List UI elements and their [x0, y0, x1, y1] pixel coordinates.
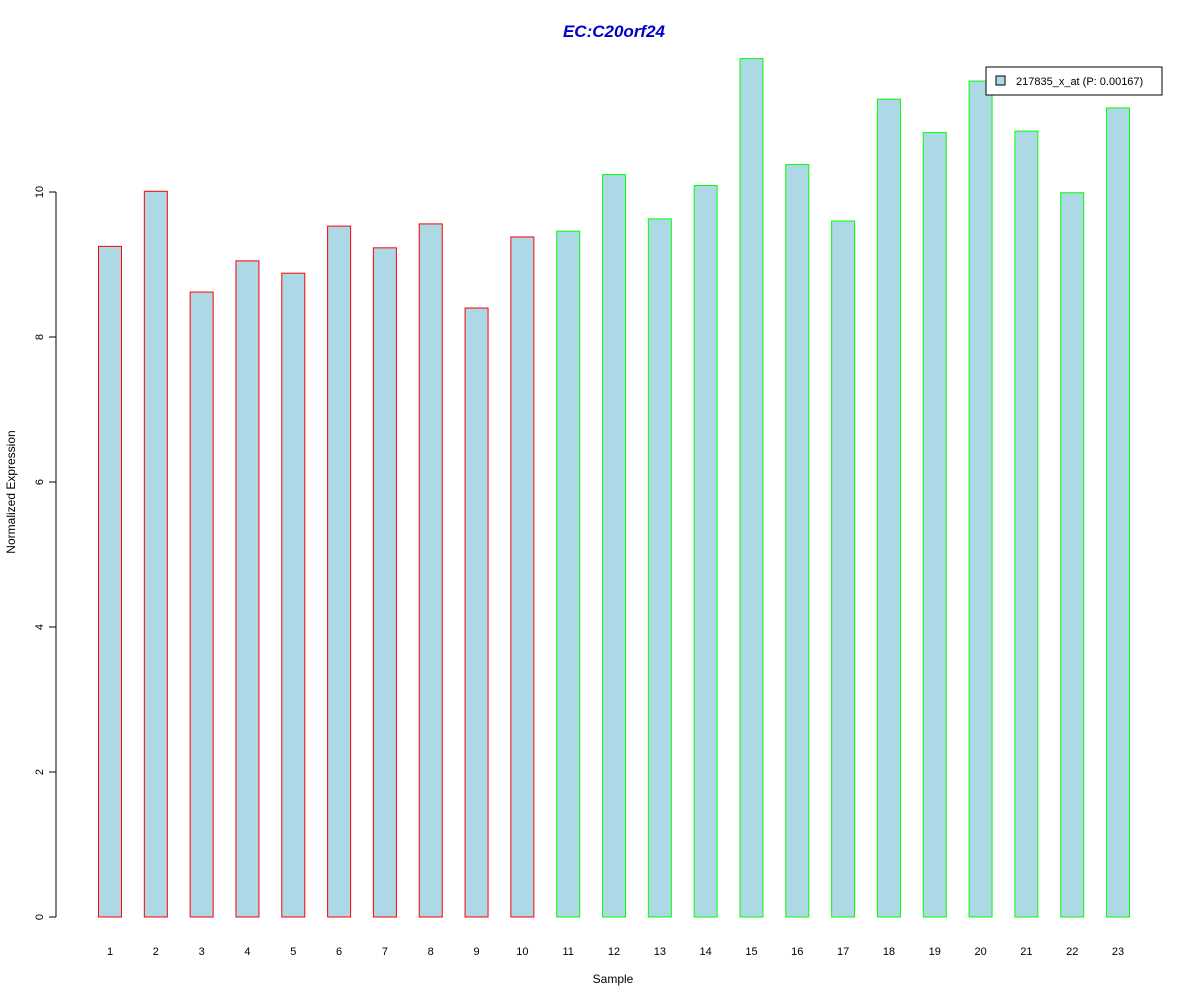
- bar: [739, 58, 764, 918]
- bar: [418, 223, 443, 918]
- bar: [556, 230, 581, 918]
- x-tick-label: 2: [153, 946, 159, 958]
- x-tick-label: 14: [700, 946, 712, 958]
- bar: [647, 218, 672, 918]
- bar: [143, 190, 168, 918]
- bar: [189, 291, 214, 918]
- x-tick-label: 1: [107, 946, 113, 958]
- bar: [785, 163, 810, 918]
- legend-box: [985, 66, 1163, 96]
- x-tick-label: 10: [516, 946, 528, 958]
- bar: [281, 272, 306, 918]
- x-tick-label: 11: [562, 946, 573, 958]
- bar: [372, 247, 397, 918]
- x-tick-label: 22: [1066, 946, 1078, 958]
- bar: [235, 260, 260, 918]
- bar: [922, 132, 947, 918]
- x-tick-label: 4: [244, 946, 250, 958]
- y-axis: 0 2 4 6 8 10: [34, 186, 57, 920]
- x-tick-label: 23: [1112, 946, 1124, 958]
- y-tick-label: 4: [34, 624, 46, 630]
- legend-entry: 217835_x_at (P: 0.00167): [1016, 76, 1143, 88]
- x-tick-label: 12: [608, 946, 620, 958]
- x-tick-label: 15: [745, 946, 757, 958]
- x-tick-label: 6: [336, 946, 342, 958]
- y-tick-label: 2: [34, 769, 46, 775]
- x-tick-label: 21: [1020, 946, 1032, 958]
- chart-title: EC:C20orf24: [563, 22, 666, 41]
- bar: [98, 245, 122, 918]
- x-tick-label: 19: [929, 946, 941, 958]
- x-tick-label: 3: [199, 946, 205, 958]
- x-tick-label: 9: [473, 946, 479, 958]
- x-tick-label: 7: [382, 946, 388, 958]
- y-tick-label: 6: [34, 479, 46, 485]
- x-tick-labels: 1 2 3 4 5 6 7 8 9 10 11 12 13 14 15 16 17 18 19 20 21 22 23: [107, 946, 1124, 958]
- x-tick-label: 16: [791, 946, 803, 958]
- x-axis-label: Sample: [593, 972, 634, 986]
- legend-swatch: [995, 75, 1006, 86]
- bar: [602, 174, 627, 918]
- bar: [1060, 192, 1085, 918]
- x-tick-label: 17: [837, 946, 849, 958]
- bar: [327, 225, 352, 918]
- x-tick-label: 13: [654, 946, 666, 958]
- bar: [1106, 107, 1131, 918]
- legend: 217835_x_at (P: 0.00167): [985, 66, 1163, 96]
- y-tick-label: 10: [34, 186, 46, 198]
- x-tick-label: 8: [428, 946, 434, 958]
- x-tick-label: 18: [883, 946, 895, 958]
- bars: [98, 58, 1131, 918]
- x-tick-label: 20: [974, 946, 986, 958]
- bar: [968, 80, 993, 918]
- bar: [876, 98, 901, 918]
- bar: [1014, 130, 1039, 918]
- bar: [464, 307, 489, 918]
- y-tick-label: 0: [34, 914, 46, 920]
- y-axis-label: Normalized Expression: [4, 430, 18, 553]
- y-tick-label: 8: [34, 334, 46, 340]
- bar: [510, 236, 535, 918]
- x-tick-label: 5: [290, 946, 296, 958]
- bar: [693, 184, 718, 918]
- bar: [831, 220, 856, 918]
